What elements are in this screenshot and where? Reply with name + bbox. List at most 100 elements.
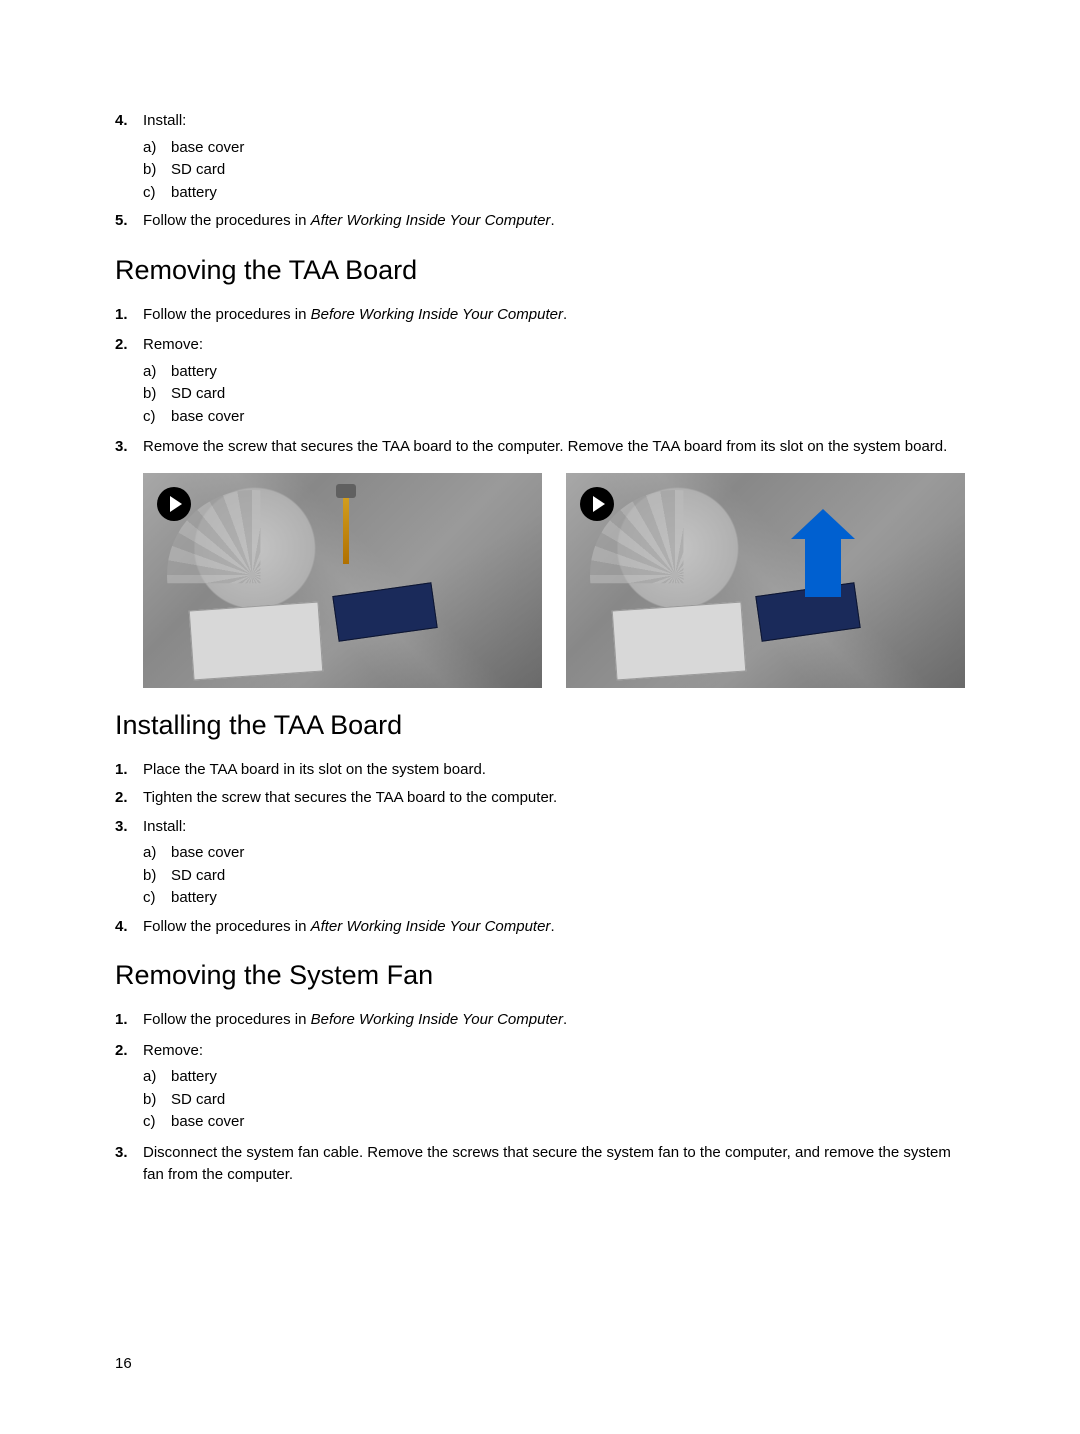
sub-letter: b): [143, 865, 171, 888]
step-italic: Before Working Inside Your Computer: [311, 306, 563, 323]
sub-text: base cover: [171, 137, 244, 160]
sub-text: battery: [171, 1066, 217, 1089]
step-body: Tighten the screw that secures the TAA b…: [143, 787, 965, 810]
arrow-up-icon: [805, 537, 841, 597]
sub-text: base cover: [171, 842, 244, 865]
step-text: Place the TAA board in its slot on the s…: [143, 761, 486, 778]
step-suffix: .: [550, 918, 554, 935]
step-body: Remove: a)battery b)SD card c)base cover: [143, 334, 965, 428]
sub-item: c)base cover: [143, 406, 965, 429]
heading-installing-taa: Installing the TAA Board: [115, 710, 965, 741]
step-2: 2. Remove: a)battery b)SD card c)base co…: [115, 334, 965, 428]
step-body: Disconnect the system fan cable. Remove …: [143, 1142, 965, 1187]
step-number: 4.: [115, 916, 143, 939]
taa-board-graphic: [332, 582, 437, 641]
step-2: 2. Remove: a)battery b)SD card c)base co…: [115, 1040, 965, 1134]
sub-letter: c): [143, 887, 171, 910]
play-icon[interactable]: [580, 487, 614, 521]
step-3: 3. Remove the screw that secures the TAA…: [115, 436, 965, 459]
step-prefix: Follow the procedures in: [143, 918, 311, 935]
sub-text: SD card: [171, 1089, 225, 1112]
screw-graphic: [343, 494, 349, 564]
step-text: Remove:: [143, 336, 203, 353]
wifi-card-graphic: [189, 601, 324, 680]
step-number: 5.: [115, 210, 143, 233]
step-body: Follow the procedures in Before Working …: [143, 304, 965, 327]
step-italic: Before Working Inside Your Computer: [311, 1011, 563, 1028]
step-body: Follow the procedures in Before Working …: [143, 1009, 965, 1032]
step-number: 1.: [115, 759, 143, 782]
heading-removing-taa: Removing the TAA Board: [115, 255, 965, 286]
sub-text: battery: [171, 182, 217, 205]
sub-text: battery: [171, 887, 217, 910]
step-1: 1. Follow the procedures in Before Worki…: [115, 1009, 965, 1032]
sub-item: a)battery: [143, 361, 965, 384]
step-number: 2.: [115, 1040, 143, 1134]
sub-text: SD card: [171, 383, 225, 406]
figure-row: [143, 473, 965, 688]
sub-list: a)battery b)SD card c)base cover: [143, 361, 965, 429]
step-number: 4.: [115, 110, 143, 204]
removing-fan-steps: 1. Follow the procedures in Before Worki…: [115, 1009, 965, 1187]
sub-letter: a): [143, 842, 171, 865]
sub-item: a)base cover: [143, 137, 965, 160]
step-text: Disconnect the system fan cable. Remove …: [143, 1144, 951, 1184]
step-text: Install:: [143, 818, 186, 835]
sub-item: b)SD card: [143, 1089, 965, 1112]
step-body: Follow the procedures in After Working I…: [143, 210, 965, 233]
step-1: 1. Follow the procedures in Before Worki…: [115, 304, 965, 327]
step-number: 3.: [115, 436, 143, 459]
heading-removing-fan: Removing the System Fan: [115, 960, 965, 991]
step-2: 2. Tighten the screw that secures the TA…: [115, 787, 965, 810]
sub-letter: c): [143, 182, 171, 205]
sub-item: c)base cover: [143, 1111, 965, 1134]
step-3: 3. Disconnect the system fan cable. Remo…: [115, 1142, 965, 1187]
step-1: 1. Place the TAA board in its slot on th…: [115, 759, 965, 782]
step-italic: After Working Inside Your Computer: [311, 212, 551, 229]
step-body: Install: a)base cover b)SD card c)batter…: [143, 816, 965, 910]
step-number: 1.: [115, 304, 143, 327]
sub-list: a)base cover b)SD card c)battery: [143, 842, 965, 910]
sub-letter: b): [143, 1089, 171, 1112]
step-number: 2.: [115, 334, 143, 428]
step-body: Remove the screw that secures the TAA bo…: [143, 436, 965, 459]
step-text: Remove the screw that secures the TAA bo…: [143, 438, 947, 455]
sub-text: battery: [171, 361, 217, 384]
sub-letter: c): [143, 1111, 171, 1134]
play-icon[interactable]: [157, 487, 191, 521]
step-number: 3.: [115, 1142, 143, 1187]
step-prefix: Follow the procedures in: [143, 306, 311, 323]
sub-letter: a): [143, 361, 171, 384]
sub-letter: a): [143, 1066, 171, 1089]
sub-item: b)SD card: [143, 865, 965, 888]
installing-taa-steps: 1. Place the TAA board in its slot on th…: [115, 759, 965, 939]
step-text: Install:: [143, 112, 186, 129]
removing-taa-steps: 1. Follow the procedures in Before Worki…: [115, 304, 965, 459]
step-5: 5. Follow the procedures in After Workin…: [115, 210, 965, 233]
figure-lift-board: [566, 473, 965, 688]
step-body: Follow the procedures in After Working I…: [143, 916, 965, 939]
sub-letter: a): [143, 137, 171, 160]
sub-text: base cover: [171, 1111, 244, 1134]
sub-text: SD card: [171, 159, 225, 182]
sub-text: base cover: [171, 406, 244, 429]
step-4: 4. Follow the procedures in After Workin…: [115, 916, 965, 939]
step-body: Remove: a)battery b)SD card c)base cover: [143, 1040, 965, 1134]
sub-letter: b): [143, 159, 171, 182]
step-4: 4. Install: a)base cover b)SD card c)bat…: [115, 110, 965, 204]
step-text: Remove:: [143, 1042, 203, 1059]
sub-letter: c): [143, 406, 171, 429]
step-prefix: Follow the procedures in: [143, 212, 311, 229]
step-suffix: .: [563, 1011, 567, 1028]
sub-letter: b): [143, 383, 171, 406]
step-suffix: .: [563, 306, 567, 323]
sub-item: b)SD card: [143, 383, 965, 406]
wifi-card-graphic: [612, 601, 747, 680]
step-3: 3. Install: a)base cover b)SD card c)bat…: [115, 816, 965, 910]
sub-item: a)base cover: [143, 842, 965, 865]
figure-remove-screw: [143, 473, 542, 688]
sub-item: c)battery: [143, 182, 965, 205]
step-number: 1.: [115, 1009, 143, 1032]
step-body: Place the TAA board in its slot on the s…: [143, 759, 965, 782]
step-number: 3.: [115, 816, 143, 910]
